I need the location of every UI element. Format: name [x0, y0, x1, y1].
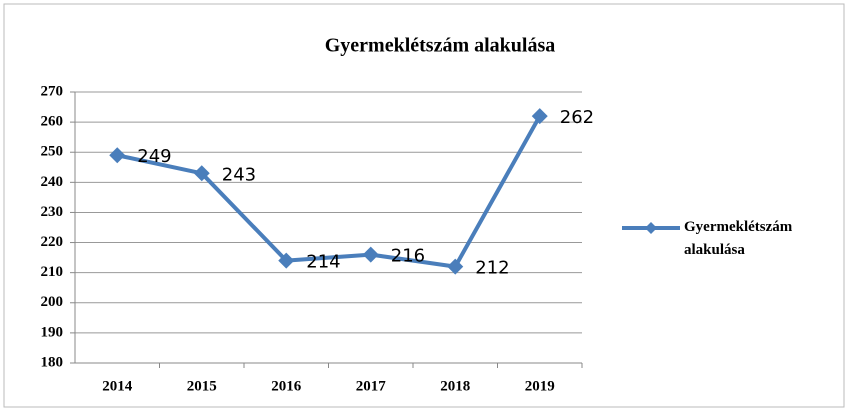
y-tick-label: 200 — [41, 294, 64, 310]
data-label: 212 — [475, 258, 509, 279]
marker — [362, 246, 379, 263]
x-tick-label: 2014 — [102, 378, 133, 394]
marker — [109, 147, 126, 164]
y-tick-label: 250 — [41, 144, 64, 160]
x-tick-label: 2016 — [271, 378, 302, 394]
series-line — [116, 115, 542, 269]
x-tick-label: 2019 — [525, 378, 555, 394]
marker — [278, 252, 295, 269]
y-tick-label: 240 — [41, 174, 64, 190]
x-tick-label: 2018 — [440, 378, 470, 394]
y-tick-label: 210 — [41, 264, 64, 280]
y-tick-label: 190 — [41, 324, 64, 340]
y-tick-label: 180 — [41, 354, 64, 370]
marker — [447, 258, 464, 275]
legend-marker — [645, 222, 657, 234]
data-label: 249 — [137, 146, 171, 167]
data-label: 214 — [306, 252, 340, 273]
marker — [193, 165, 210, 182]
y-tick-label: 260 — [41, 114, 64, 130]
x-tick-label: 2015 — [187, 378, 217, 394]
y-tick-label: 270 — [41, 83, 64, 99]
chart-border — [3, 3, 845, 408]
y-tick-label: 220 — [41, 234, 64, 250]
legend-label: Gyermeklétszám alakulása — [684, 219, 793, 258]
chart-title: Gyermeklétszám alakulása — [325, 35, 556, 57]
data-label: 216 — [391, 246, 425, 267]
x-tick-label: 2017 — [356, 378, 387, 394]
y-tick-label: 230 — [41, 204, 64, 220]
data-label: 243 — [222, 164, 256, 185]
marker — [531, 108, 548, 125]
data-label: 262 — [560, 107, 594, 128]
